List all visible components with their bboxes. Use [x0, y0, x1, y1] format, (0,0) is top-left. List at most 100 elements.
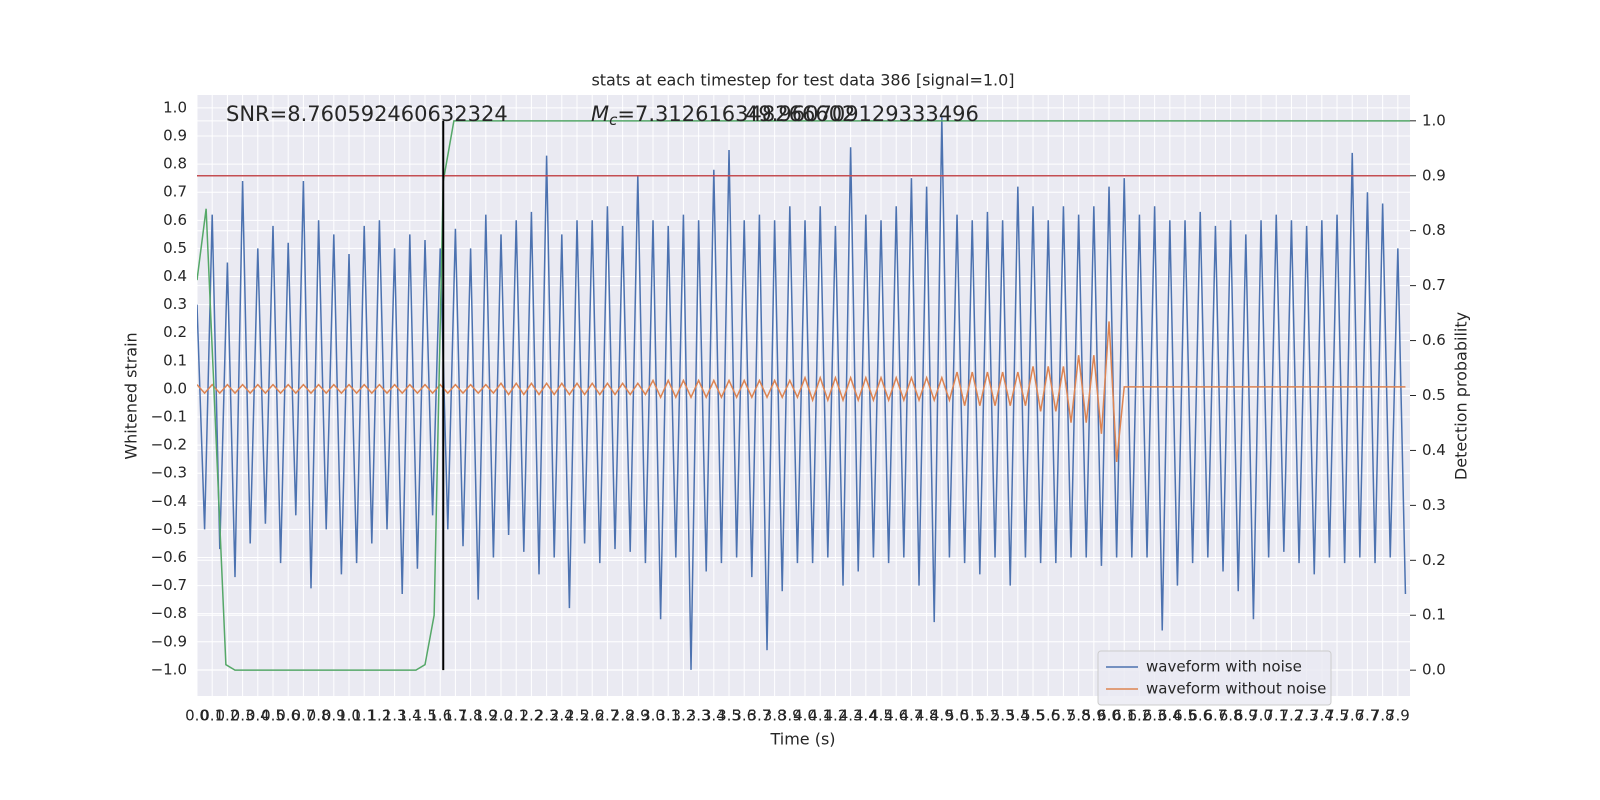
x-tick-label: 4.7 — [899, 707, 923, 725]
x-tick-label: 1.6 — [428, 707, 452, 725]
y-tick-label: 0.2 — [163, 323, 187, 341]
x-tick-label: 5.7 — [1051, 707, 1075, 725]
series-line — [197, 120, 1410, 671]
x-tick-label: 6.5 — [1173, 707, 1197, 725]
x-tick-label: 2.9 — [626, 707, 650, 725]
y-tick-label: 0.4 — [163, 267, 187, 285]
x-tick-label: 0.2 — [215, 707, 239, 725]
series-line — [197, 321, 1406, 463]
x-tick-label: 4.0 — [793, 707, 817, 725]
x-tick-label: 4.5 — [869, 707, 893, 725]
x-tick-label: 7.4 — [1310, 707, 1334, 725]
x-tick-label: 5.9 — [1082, 707, 1106, 725]
x-tick-label: 1.9 — [474, 707, 498, 725]
y-axis-label: Whitened strain — [122, 332, 141, 459]
chart-title: stats at each timestep for test data 386… — [591, 71, 1014, 90]
x-tick-label: 3.5 — [717, 707, 741, 725]
x-tick-label: 2.2 — [519, 707, 543, 725]
y2-tick-label: 0.1 — [1422, 606, 1446, 624]
y2-tick-label: 0.6 — [1422, 331, 1446, 349]
x-tick-label: 3.6 — [732, 707, 756, 725]
x-tick-label: 4.4 — [854, 707, 878, 725]
x-tick-label: 7.2 — [1280, 707, 1304, 725]
legend: waveform with noise waveform without nois… — [1097, 650, 1332, 706]
x-tick-label: 7.3 — [1295, 707, 1319, 725]
y-tick-label: 0.6 — [163, 211, 187, 229]
x-tick-label: 6.3 — [1143, 707, 1167, 725]
x-tick-label: 3.3 — [687, 707, 711, 725]
y-tick-label: −0.7 — [151, 576, 187, 594]
x-tick-label: 0.9 — [322, 707, 346, 725]
y2-tick-label: 0.5 — [1422, 386, 1446, 404]
y-tick-label: −0.3 — [151, 464, 187, 482]
x-tick-label: 5.4 — [1006, 707, 1030, 725]
x-tick-label: 4.3 — [839, 707, 863, 725]
x-tick-label: 0.1 — [200, 707, 224, 725]
y-tick-label: 0.9 — [163, 127, 187, 145]
x-tick-label: 1.7 — [443, 707, 467, 725]
x-tick-label: 6.2 — [1128, 707, 1152, 725]
series-line — [197, 116, 1407, 670]
y2-tick-label: 1.0 — [1422, 111, 1446, 129]
x-tick-label: 2.0 — [489, 707, 513, 725]
y-tick-label: −0.6 — [151, 548, 187, 566]
y2-tick-label: 0.0 — [1422, 661, 1446, 679]
y-tick-label: −0.5 — [151, 520, 187, 538]
y-tick-label: 0.1 — [163, 351, 187, 369]
x-tick-label: 2.5 — [565, 707, 589, 725]
x-tick-label: 5.6 — [1036, 707, 1060, 725]
legend-label: waveform with noise — [1146, 658, 1302, 676]
y-tick-label: 1.0 — [163, 98, 187, 116]
x-tick-label: 7.0 — [1249, 707, 1273, 725]
x-tick-label: 0.5 — [261, 707, 285, 725]
x-tick-label: 0.7 — [291, 707, 315, 725]
x-tick-label: 3.8 — [763, 707, 787, 725]
y-tick-label: −0.1 — [151, 407, 187, 425]
y2-tick-label: 0.7 — [1422, 276, 1446, 294]
x-tick-label: 4.8 — [915, 707, 939, 725]
x-tick-label: 0.8 — [307, 707, 331, 725]
x-tick-label: 6.7 — [1204, 707, 1228, 725]
y2-axis-label: Detection probability — [1452, 312, 1471, 480]
x-tick-label: 6.0 — [1097, 707, 1121, 725]
y-tick-label: 0.5 — [163, 239, 187, 257]
y2-tick-label: 0.3 — [1422, 496, 1446, 514]
x-tick-label: 5.3 — [991, 707, 1015, 725]
annotation: SNR=8.760592460632324 — [226, 102, 508, 126]
x-tick-label: 5.5 — [1021, 707, 1045, 725]
x-tick-label: 4.6 — [884, 707, 908, 725]
x-tick-label: 1.2 — [367, 707, 391, 725]
x-tick-label: 5.2 — [975, 707, 999, 725]
x-tick-label: 2.7 — [595, 707, 619, 725]
x-tick-label: 4.2 — [823, 707, 847, 725]
x-tick-label: 1.4 — [398, 707, 422, 725]
x-tick-label: 3.2 — [671, 707, 695, 725]
x-tick-label: 2.1 — [504, 707, 528, 725]
y2-tick-label: 0.8 — [1422, 221, 1446, 239]
x-tick-label: 5.1 — [960, 707, 984, 725]
x-tick-label: 2.8 — [611, 707, 635, 725]
annotation: Mc=7.312616348266602 — [591, 102, 855, 129]
x-tick-label: 6.6 — [1188, 707, 1212, 725]
x-tick-label: 0.3 — [231, 707, 255, 725]
plot-content — [197, 116, 1410, 671]
y-tick-label: −1.0 — [151, 660, 187, 678]
x-axis-label: Time (s) — [769, 730, 835, 749]
x-tick-label: 1.0 — [337, 707, 361, 725]
x-tick-label: 6.4 — [1158, 707, 1182, 725]
x-tick-label: 7.6 — [1340, 707, 1364, 725]
x-tick-label: 2.4 — [550, 707, 574, 725]
legend-label: waveform without noise — [1146, 680, 1326, 698]
legend-box — [1097, 650, 1332, 706]
x-tick-label: 6.8 — [1219, 707, 1243, 725]
x-tick-label: 2.6 — [580, 707, 604, 725]
x-tick-label: 0.0 — [185, 707, 209, 725]
y-tick-label: 0.8 — [163, 155, 187, 173]
y2-tick-label: 0.4 — [1422, 441, 1446, 459]
annotation-text: =7.312616348266602 — [617, 102, 855, 126]
x-tick-label: 5.0 — [945, 707, 969, 725]
x-tick-label: 7.5 — [1325, 707, 1349, 725]
x-tick-label: 5.8 — [1067, 707, 1091, 725]
x-tick-label: 3.4 — [702, 707, 726, 725]
